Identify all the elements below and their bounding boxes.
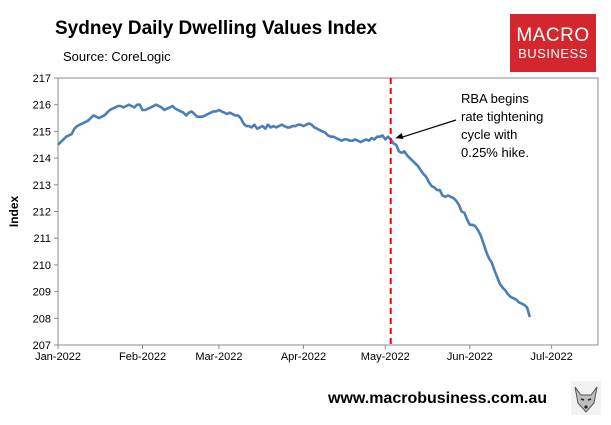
y-tick-label: 214	[33, 153, 51, 165]
x-tick-label: Apr-2022	[281, 351, 326, 363]
x-axis-ticks: Jan-2022 Feb-2022 Mar-2022 Apr-2022 May-2022…	[35, 345, 573, 363]
fox-mascot-icon	[571, 381, 601, 415]
x-tick-label: May-2022	[361, 351, 410, 363]
y-tick-label: 212	[33, 207, 51, 219]
y-tick-label: 210	[33, 260, 51, 272]
chart-source: Source: CoreLogic	[63, 49, 171, 64]
annotation-text-line: 0.25% hike.	[461, 145, 529, 160]
annotation-layer: RBA begins rate tightening cycle with 0.25%…	[389, 78, 543, 345]
logo-line2: BUSINESS	[518, 46, 588, 61]
y-tick-label: 215	[33, 126, 51, 138]
annotation-arrow-head	[395, 132, 404, 139]
x-tick-label: Jun-2022	[447, 351, 493, 363]
annotation-arrow-shaft	[402, 119, 457, 138]
y-tick-label: 217	[33, 73, 51, 85]
y-tick-label: 216	[33, 100, 51, 112]
chart-title: Sydney Daily Dwelling Values Index	[55, 18, 378, 39]
logo-line1: MACRO	[516, 25, 590, 46]
annotation-text-line: rate tightening	[461, 109, 543, 124]
annotation-text-line: cycle with	[461, 127, 517, 142]
y-tick-label: 207	[33, 340, 51, 352]
annotation-text-line: RBA begins	[461, 91, 529, 106]
y-tick-label: 213	[33, 180, 51, 192]
y-axis-label: Index	[7, 196, 21, 228]
x-tick-label: Jan-2022	[35, 351, 81, 363]
y-tick-label: 211	[33, 233, 51, 245]
x-tick-label: Feb-2022	[119, 351, 166, 363]
x-tick-label: Jul-2022	[531, 351, 573, 363]
x-tick-label: Mar-2022	[195, 351, 242, 363]
y-axis-ticks: 207 208 209 210 211 212 213 214 215 216 217	[33, 73, 58, 352]
series-line	[57, 103, 532, 318]
macrobusiness-logo: MACRO BUSINESS	[510, 14, 596, 72]
series-layer	[57, 103, 532, 318]
y-tick-label: 209	[33, 287, 51, 299]
y-tick-label: 208	[33, 313, 51, 325]
footer-url[interactable]: www.macrobusiness.com.au	[328, 390, 548, 407]
